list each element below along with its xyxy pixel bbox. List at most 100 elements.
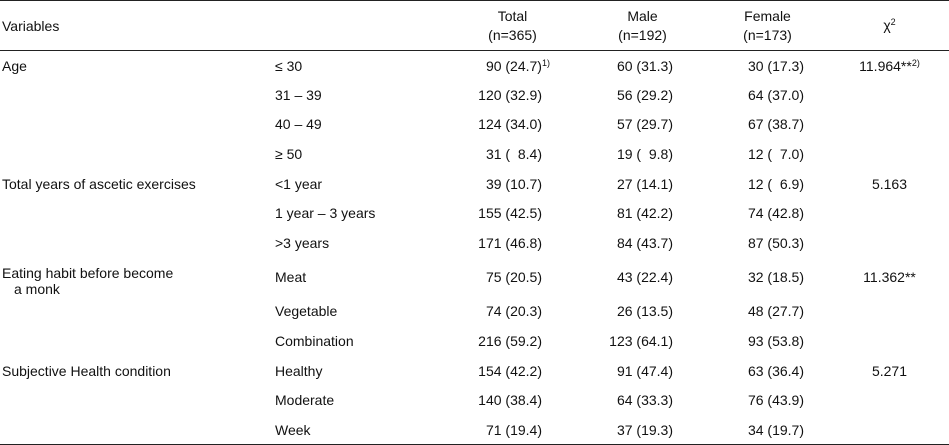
total-cell: 216 (59.2) bbox=[445, 326, 580, 356]
male-cell: 43 (22.4) bbox=[616, 269, 673, 286]
total-cell: 74 (20.3) bbox=[445, 297, 580, 327]
total-value: 31 ( 8.4) bbox=[485, 146, 542, 163]
total-cell: 71 (19.4) bbox=[445, 415, 580, 445]
total-cell: 90 (24.7)1) bbox=[445, 51, 580, 81]
header-chi-square: χ2 bbox=[830, 1, 949, 51]
header-variables: Variables bbox=[2, 17, 60, 34]
female-cell: 87 (50.3) bbox=[747, 234, 804, 251]
total-cell: 124 (34.0) bbox=[445, 110, 580, 140]
total-cell: 75 (20.5) bbox=[445, 258, 580, 297]
variable-cell bbox=[0, 415, 275, 445]
variable-cell bbox=[0, 228, 275, 258]
variable-label-wrap: Eating habit before become a monk bbox=[2, 265, 173, 297]
total-cell: 39 (10.7) bbox=[445, 169, 580, 199]
variable-cell: Age bbox=[2, 57, 27, 74]
header-chi-superscript: 2 bbox=[890, 17, 896, 27]
table-row: Eating habit before become a monk Meat 75 (… bbox=[0, 258, 949, 297]
table-row: Combination 216 (59.2) 123 (64.1) 93 (53.8) bbox=[0, 326, 949, 356]
female-cell: 34 (19.7) bbox=[747, 421, 804, 438]
category-cell: ≤ 30 bbox=[275, 57, 303, 74]
category-cell: Vegetable bbox=[275, 303, 338, 320]
table-row: ≥ 50 31 ( 8.4) 19 ( 9.8) 12 ( 7.0) bbox=[0, 139, 949, 169]
category-cell: Combination bbox=[275, 333, 354, 350]
total-cell: 155 (42.5) bbox=[445, 198, 580, 228]
female-cell: 76 (43.9) bbox=[747, 392, 804, 409]
category-cell: 31 – 39 bbox=[275, 86, 322, 103]
variable-cell bbox=[0, 385, 275, 415]
variable-cell bbox=[0, 110, 275, 140]
chi-square-value: 5.163 bbox=[871, 175, 908, 192]
header-total-label: Total bbox=[497, 7, 528, 24]
total-value: 74 (20.3) bbox=[485, 303, 542, 320]
male-cell: 37 (19.3) bbox=[616, 421, 673, 438]
variable-label-line2: a monk bbox=[14, 280, 60, 297]
header-female-label: Female bbox=[744, 7, 791, 24]
category-cell: Week bbox=[275, 421, 311, 438]
male-cell: 123 (64.1) bbox=[609, 333, 673, 350]
female-cell: 67 (38.7) bbox=[747, 116, 804, 133]
table-body: Age ≤ 30 90 (24.7)1) 60 (31.3) 30 (17.3) 11.9… bbox=[0, 51, 949, 445]
total-cell: 140 (38.4) bbox=[445, 385, 580, 415]
chi-square-value: 11.362** bbox=[863, 269, 916, 286]
footnote-marker: 2) bbox=[911, 57, 920, 68]
chi-square-cell bbox=[830, 326, 949, 356]
female-cell: 32 (18.5) bbox=[747, 269, 804, 286]
total-value: 75 (20.5) bbox=[485, 269, 542, 286]
variable-cell: Total years of ascetic exercises bbox=[2, 175, 196, 192]
chi-square-cell bbox=[830, 385, 949, 415]
female-cell: 63 (36.4) bbox=[747, 362, 804, 379]
variable-cell bbox=[0, 326, 275, 356]
category-cell: Moderate bbox=[275, 392, 335, 409]
category-cell: ≥ 50 bbox=[275, 146, 303, 163]
total-value: 171 (46.8) bbox=[478, 234, 542, 251]
table-row: Moderate 140 (38.4) 64 (33.3) 76 (43.9) bbox=[0, 385, 949, 415]
chi-square-cell bbox=[830, 228, 949, 258]
male-cell: 84 (43.7) bbox=[616, 234, 673, 251]
total-value: 120 (32.9) bbox=[478, 86, 542, 103]
chi-square-cell bbox=[830, 415, 949, 445]
total-value: 216 (59.2) bbox=[478, 333, 542, 350]
table-row: Age ≤ 30 90 (24.7)1) 60 (31.3) 30 (17.3) 11.9… bbox=[0, 51, 949, 81]
male-cell: 27 (14.1) bbox=[616, 175, 673, 192]
category-cell: <1 year bbox=[275, 175, 323, 192]
variable-cell bbox=[0, 80, 275, 110]
variable-cell bbox=[0, 198, 275, 228]
table-row: Subjective Health condition Healthy 154 (4… bbox=[0, 356, 949, 386]
table-row: 1 year – 3 years 155 (42.5) 81 (42.2) 74 (4… bbox=[0, 198, 949, 228]
category-cell: 40 – 49 bbox=[275, 116, 322, 133]
category-cell: 1 year – 3 years bbox=[275, 205, 376, 222]
total-cell: 120 (32.9) bbox=[445, 80, 580, 110]
female-cell: 74 (42.8) bbox=[747, 205, 804, 222]
chi-square-cell: 11.964**2) bbox=[830, 51, 949, 81]
total-value: 140 (38.4) bbox=[478, 392, 542, 409]
male-cell: 57 (29.7) bbox=[616, 116, 673, 133]
header-male: Male (n=192) bbox=[580, 1, 705, 51]
footnote-marker: 1) bbox=[541, 57, 550, 68]
total-cell: 171 (46.8) bbox=[445, 228, 580, 258]
table-row: Vegetable 74 (20.3) 26 (13.5) 48 (27.7) bbox=[0, 297, 949, 327]
female-cell: 48 (27.7) bbox=[747, 303, 804, 320]
female-cell: 64 (37.0) bbox=[747, 86, 804, 103]
category-cell: Meat bbox=[275, 269, 307, 286]
total-value: 124 (34.0) bbox=[478, 116, 542, 133]
chi-square-cell bbox=[830, 297, 949, 327]
chi-square-cell: 5.163 bbox=[830, 169, 949, 199]
total-value: 71 (19.4) bbox=[485, 421, 542, 438]
male-cell: 60 (31.3) bbox=[616, 57, 673, 74]
female-cell: 93 (53.8) bbox=[747, 333, 804, 350]
variable-cell bbox=[0, 297, 275, 327]
total-value: 90 (24.7) bbox=[485, 57, 542, 74]
table-row: Week 71 (19.4) 37 (19.3) 34 (19.7) bbox=[0, 415, 949, 445]
chi-square-value: 5.271 bbox=[871, 362, 908, 379]
variable-label-line1: Eating habit before become bbox=[2, 264, 174, 281]
chi-square-cell bbox=[830, 139, 949, 169]
male-cell: 91 (47.4) bbox=[616, 362, 673, 379]
chi-square-cell bbox=[830, 198, 949, 228]
table-row: Total years of ascetic exercises <1 year 3… bbox=[0, 169, 949, 199]
male-cell: 81 (42.2) bbox=[616, 205, 673, 222]
total-cell: 31 ( 8.4) bbox=[445, 139, 580, 169]
variable-cell: Subjective Health condition bbox=[2, 362, 171, 379]
female-cell: 12 ( 6.9) bbox=[747, 175, 804, 192]
variable-cell: Eating habit before become a monk bbox=[0, 258, 275, 297]
chi-square-cell: 11.362** bbox=[830, 258, 949, 297]
